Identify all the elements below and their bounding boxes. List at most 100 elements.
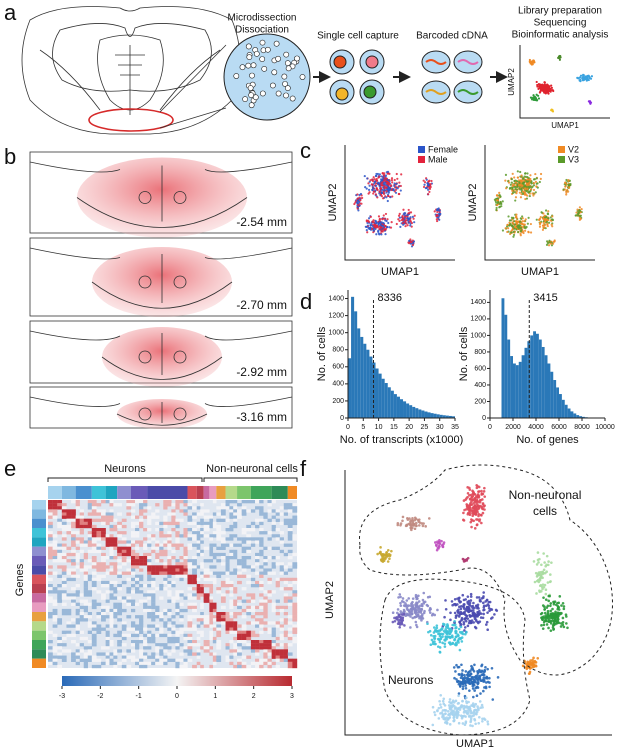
heat-cell: [75, 612, 80, 616]
dot: [371, 228, 374, 231]
heat-cell: [283, 521, 288, 526]
heat-cell: [105, 605, 110, 610]
heat-cell: [275, 655, 280, 659]
heat-cell: [237, 658, 242, 662]
dot: [550, 223, 553, 226]
dot: [409, 519, 412, 522]
heat-cell: [57, 506, 63, 510]
dot: [532, 194, 535, 197]
heat-cell: [292, 590, 298, 594]
dot: [541, 217, 544, 220]
bar: [403, 401, 407, 418]
dot: [541, 604, 545, 607]
dot: [516, 180, 519, 183]
dot: [518, 181, 521, 185]
heat-cell: [209, 537, 214, 541]
heat-cell: [220, 562, 226, 566]
axes: [344, 145, 455, 261]
dot: [441, 622, 445, 626]
heat-cell: [139, 562, 144, 566]
heat-cell: [151, 633, 156, 638]
heat-cell: [216, 518, 222, 522]
dot: [383, 172, 386, 175]
dot: [452, 709, 455, 713]
dot: [423, 181, 427, 184]
heat-cell: [179, 518, 184, 522]
heat-cell: [139, 500, 144, 504]
bar: [433, 413, 437, 418]
dot: [528, 181, 531, 185]
cluster-bar: [32, 509, 46, 519]
heat-cell: [143, 599, 148, 603]
heat-cell: [48, 571, 53, 575]
heat-cell: [83, 664, 88, 669]
dot: [387, 178, 390, 182]
heat-cell: [259, 587, 264, 591]
heat-cell: [117, 640, 122, 644]
heat-cell: [126, 503, 132, 507]
dot: [535, 80, 538, 84]
dot: [376, 172, 380, 176]
cluster-bar: [32, 612, 46, 622]
heat-cell: [139, 559, 144, 563]
heat-cell: [57, 655, 63, 659]
heat-cell: [87, 649, 93, 653]
dot: [549, 629, 553, 632]
heat-cell: [250, 565, 256, 569]
heat-cell: [287, 661, 293, 666]
dot: [469, 724, 472, 727]
heat-cell: [275, 537, 280, 541]
dot: [430, 638, 434, 642]
dot: [411, 243, 415, 247]
heat-cell: [83, 646, 88, 650]
heat-cell: [187, 528, 193, 532]
heat-cell: [163, 643, 168, 647]
heat-cell: [155, 615, 160, 619]
heat-cell: [209, 624, 214, 628]
heat-cell: [209, 559, 214, 563]
heat-cell: [271, 556, 276, 560]
heat-cell: [255, 552, 260, 557]
heat-cell: [143, 500, 148, 504]
heat-cell: [183, 556, 188, 560]
heat-cell: [83, 574, 88, 578]
y-tick-label: 600: [332, 364, 344, 371]
heat-cell: [220, 615, 226, 619]
bar: [396, 396, 400, 418]
heat-cell: [147, 612, 152, 616]
y-tick-label: 0: [340, 415, 344, 422]
heat-cell: [57, 652, 63, 656]
dot: [366, 177, 369, 180]
heat-cell: [91, 518, 97, 522]
heat-cell: [75, 515, 80, 519]
dot: [559, 625, 563, 628]
dot: [580, 207, 583, 211]
heat-cell: [143, 562, 148, 566]
dot: [519, 183, 522, 187]
dot: [402, 208, 405, 211]
heat-cell: [263, 568, 268, 572]
dot: [471, 687, 475, 690]
heat-cell: [167, 574, 172, 578]
heat-cell: [237, 571, 242, 575]
dot: [469, 503, 472, 506]
heat-cell: [271, 565, 276, 569]
heat-cell: [131, 633, 136, 638]
heat-cell: [203, 568, 210, 572]
heat-cell: [66, 509, 72, 513]
heat-cell: [246, 630, 252, 634]
dot: [415, 608, 419, 612]
heat-cell: [255, 649, 260, 653]
bar: [354, 311, 358, 418]
heat-cell: [233, 552, 238, 557]
heat-cell: [135, 580, 140, 585]
heat-cell: [155, 587, 160, 591]
dot: [556, 621, 560, 624]
heat-cell: [126, 571, 132, 575]
heat-cell: [91, 580, 97, 585]
dot: [548, 618, 551, 621]
dot: [457, 599, 461, 602]
heat-cell: [151, 624, 156, 628]
heat-cell: [275, 636, 280, 641]
heat-cell: [159, 549, 164, 554]
